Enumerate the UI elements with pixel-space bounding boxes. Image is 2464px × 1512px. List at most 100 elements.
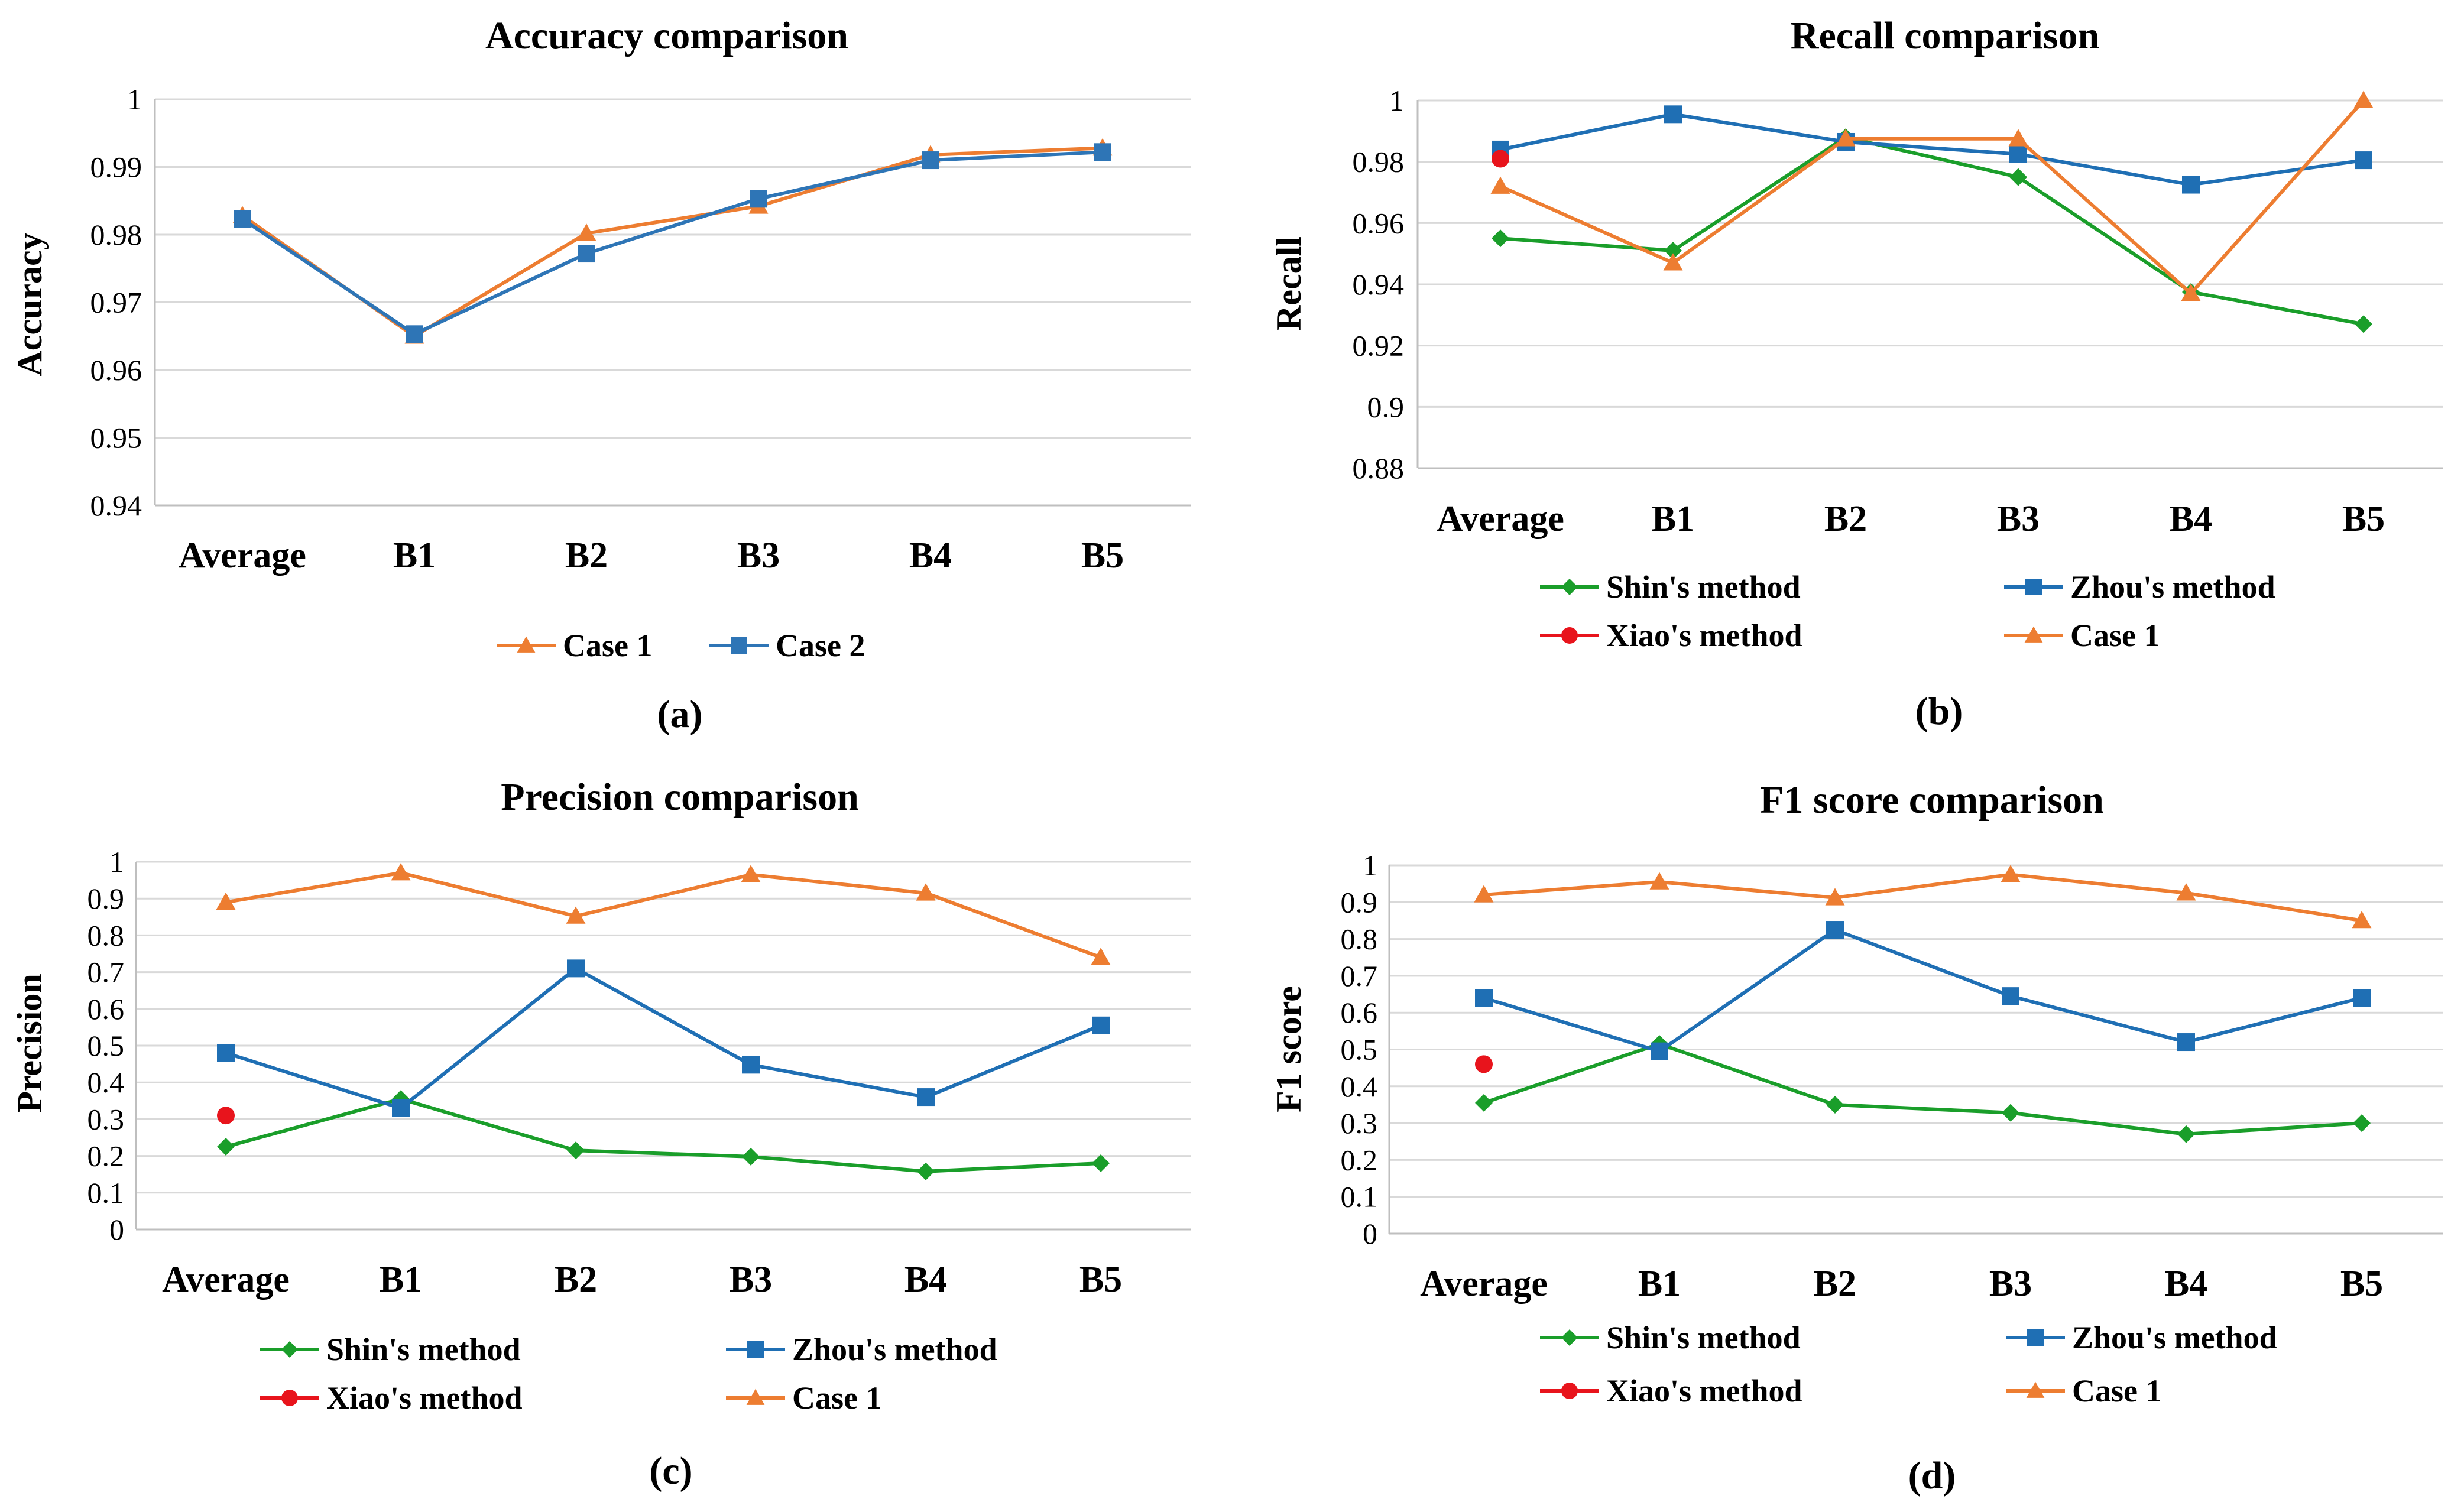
y-tick-label: 0.96 bbox=[90, 353, 142, 387]
data-point bbox=[2355, 151, 2372, 170]
data-point bbox=[567, 959, 585, 978]
panel-d-ylabel: F1 score bbox=[1269, 986, 1308, 1112]
x-tick-label: B5 bbox=[1079, 1260, 1122, 1300]
x-tick-label: B4 bbox=[2170, 499, 2212, 539]
x-tick-label: B1 bbox=[1652, 499, 1694, 539]
panel-c-legend: Shin's method Zhou's method Xiao's method C… bbox=[260, 1332, 997, 1416]
panel-d-x-tick-labels: Average B1 B2 B3 B4 B5 bbox=[1420, 1264, 2383, 1304]
legend-label: Zhou's method bbox=[792, 1332, 997, 1367]
data-point bbox=[2352, 910, 2372, 929]
y-tick-label: 0.6 bbox=[1341, 996, 1378, 1029]
data-point bbox=[392, 1099, 410, 1117]
x-tick-label: B2 bbox=[1814, 1264, 1856, 1304]
panel-a-title: Accuracy comparison bbox=[485, 14, 848, 57]
panel-c-caption: (c) bbox=[649, 1449, 692, 1492]
legend-label: Zhou's method bbox=[2072, 1320, 2277, 1355]
legend-item: Xiao's method bbox=[1540, 618, 1802, 653]
y-tick-label: 0.4 bbox=[1341, 1070, 1378, 1103]
series-case-1 bbox=[1490, 90, 2374, 301]
series-line bbox=[225, 966, 1102, 1110]
data-point bbox=[2181, 284, 2201, 301]
x-tick-label: B5 bbox=[1081, 536, 1124, 576]
panel-c-y-tick-labels: 0 0.10.2 0.30.4 0.50.60.7 0.8 0.9 1 bbox=[87, 845, 125, 1246]
legend-marker bbox=[746, 1388, 765, 1405]
series-case-1 bbox=[232, 138, 1113, 344]
legend-label: Shin's method bbox=[1606, 1320, 1801, 1355]
y-tick-label: 0.9 bbox=[1341, 885, 1378, 919]
y-tick-label: 0.3 bbox=[1341, 1107, 1378, 1140]
data-point bbox=[917, 1088, 935, 1107]
legend-item: Zhou's method bbox=[726, 1332, 997, 1367]
legend-item: Case 1 bbox=[2004, 618, 2160, 653]
y-tick-label: 0.8 bbox=[1341, 923, 1378, 956]
data-point bbox=[1091, 948, 1111, 965]
data-point bbox=[2008, 129, 2028, 147]
panel-d-caption: (d) bbox=[1908, 1454, 1956, 1497]
data-point bbox=[2009, 168, 2027, 186]
x-tick-label: B4 bbox=[2165, 1264, 2207, 1304]
x-tick-label: B3 bbox=[1997, 499, 2040, 539]
panel-b-y-tick-labels: 0.88 0.9 0.92 0.94 0.96 0.98 1 bbox=[1353, 84, 1405, 485]
data-point bbox=[567, 1141, 585, 1160]
legend-label: Case 1 bbox=[2072, 1373, 2161, 1409]
y-tick-label: 1 bbox=[1389, 84, 1404, 117]
legend-item: Case 2 bbox=[709, 628, 865, 663]
legend-label: Xiao's method bbox=[1606, 1373, 1802, 1409]
data-point bbox=[1836, 129, 1856, 147]
legend-marker bbox=[1561, 1329, 1578, 1346]
y-tick-label: 0.88 bbox=[1353, 452, 1405, 485]
data-point bbox=[742, 1056, 760, 1074]
x-tick-label: B2 bbox=[1824, 499, 1867, 539]
legend-item: Xiao's method bbox=[260, 1380, 523, 1416]
x-tick-label: B3 bbox=[730, 1260, 772, 1300]
legend-label: Xiao's method bbox=[1606, 618, 1802, 653]
y-tick-label: 0.7 bbox=[87, 956, 125, 989]
panel-b-legend: Shin's method Zhou's method Xiao's method C… bbox=[1540, 569, 2275, 653]
series-xiao-s-method bbox=[1475, 1055, 1493, 1073]
data-point bbox=[1663, 253, 1683, 271]
data-point bbox=[1475, 1094, 1493, 1112]
data-point bbox=[1826, 921, 1844, 939]
x-tick-label: B1 bbox=[380, 1260, 422, 1300]
panel-d-legend: Shin's method Zhou's method Xiao's method C… bbox=[1540, 1320, 2277, 1409]
data-point bbox=[234, 210, 251, 228]
panel-b: Recall comparison Recall 0.88 0.9 0.92 0.94… bbox=[1269, 14, 2443, 733]
x-tick-label: B5 bbox=[2340, 1264, 2383, 1304]
series-case-1 bbox=[1474, 865, 2372, 929]
data-point bbox=[1475, 1055, 1493, 1073]
series-case-1 bbox=[216, 863, 1111, 965]
panel-c-gridlines bbox=[135, 861, 1191, 1231]
y-tick-label: 0.98 bbox=[1353, 145, 1405, 179]
data-point bbox=[1490, 176, 1510, 194]
panel-a: Accuracy comparison Accuracy 0.940.950.9… bbox=[10, 14, 1191, 736]
legend-marker bbox=[2024, 626, 2043, 643]
series-case-2 bbox=[234, 143, 1111, 343]
panel-d-y-tick-labels: 00.1 0.20.3 0.4 0.5 0.6 0.70.8 0.91 bbox=[1341, 849, 1378, 1250]
panel-a-y-tick-labels: 0.94 0.95 0.96 0.97 0.98 0.99 1 bbox=[90, 83, 142, 522]
data-point bbox=[1664, 105, 1682, 124]
data-point bbox=[216, 892, 236, 910]
series-line bbox=[1483, 1042, 2362, 1136]
data-point bbox=[2353, 989, 2371, 1007]
panel-a-series bbox=[232, 138, 1113, 344]
legend-label: Case 2 bbox=[776, 628, 865, 663]
panel-a-caption: (a) bbox=[657, 693, 703, 736]
y-tick-label: 0.9 bbox=[1367, 390, 1405, 423]
data-point bbox=[2182, 176, 2200, 194]
x-tick-label: B4 bbox=[909, 536, 952, 576]
data-point bbox=[916, 883, 936, 901]
panel-c: Precision comparison Precision 0 0.10.2 0.… bbox=[10, 776, 1191, 1492]
data-point bbox=[1092, 1016, 1110, 1034]
legend-item: Zhou's method bbox=[2006, 1320, 2277, 1355]
data-point bbox=[1492, 150, 1509, 168]
legend-label: Case 1 bbox=[792, 1380, 881, 1416]
data-point bbox=[2177, 1033, 2195, 1052]
panel-d: F1 score comparison F1 score 00.10.20.30… bbox=[1269, 778, 2443, 1497]
panel-c-ylabel: Precision bbox=[10, 974, 49, 1113]
y-tick-label: 1 bbox=[127, 83, 142, 116]
y-tick-label: 0.6 bbox=[87, 992, 125, 1026]
legend-item: Shin's method bbox=[260, 1332, 521, 1367]
data-point bbox=[917, 1162, 935, 1180]
data-point bbox=[1094, 143, 1111, 161]
y-tick-label: 0.4 bbox=[87, 1066, 125, 1099]
